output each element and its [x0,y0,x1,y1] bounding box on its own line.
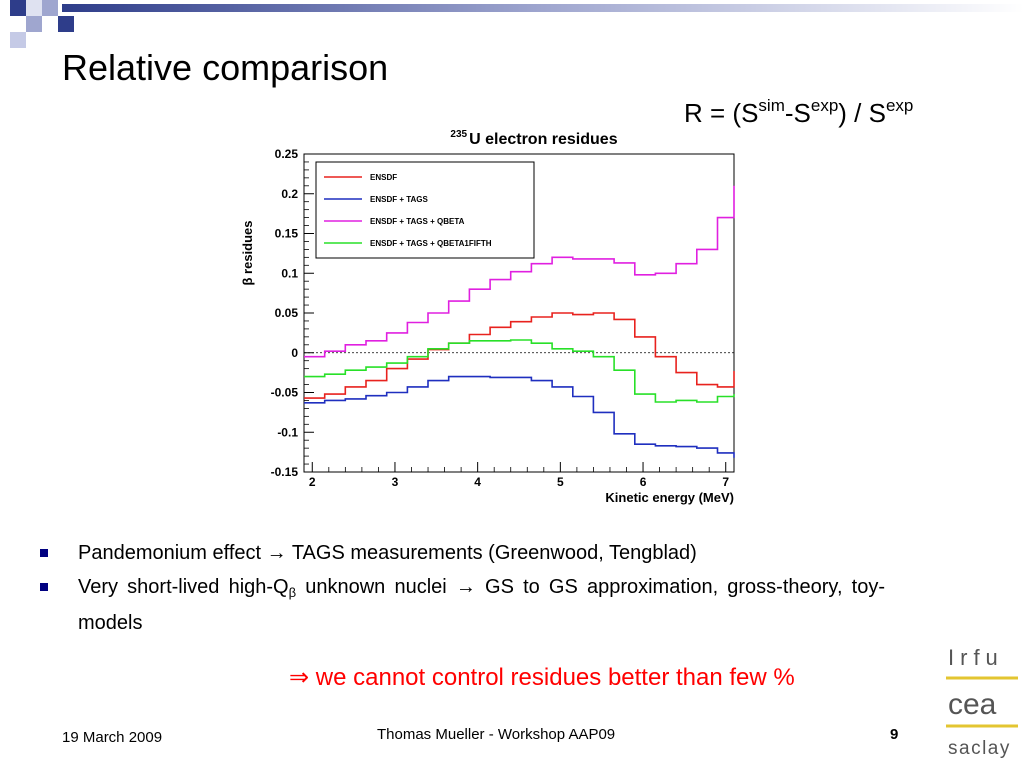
formula: R = (Ssim-Sexp) / Sexp [684,96,913,130]
series-line [304,339,735,403]
series-line [304,375,735,458]
decor-square [10,32,26,48]
formula-sup-exp-denominator: exp [885,96,914,115]
series-line [304,312,735,399]
bullet-item: Very short-lived high-Qβ unknown nuclei … [40,572,885,638]
y-tick-label: 0.2 [281,187,298,201]
x-tick-label: 2 [309,475,316,489]
beta-subscript: β [288,585,297,600]
formula-sup-sim: sim [758,96,785,115]
conclusion-text: ⇒ we cannot control residues better than… [289,664,795,691]
bullet-text: Very short-lived high-Q [78,576,289,598]
formula-sup-exp: exp [810,96,839,115]
legend-label: ENSDF + TAGS + QBETA [370,217,465,226]
x-tick-label: 6 [640,475,647,489]
y-tick-label: 0.1 [281,266,298,280]
y-tick-label: -0.05 [271,386,299,400]
title-rule [62,4,1024,12]
y-axis-label: β residues [240,220,255,285]
decor-square [42,0,58,16]
residues-chart: 235 U electron residues-0.15-0.1-0.0500.0… [240,129,735,505]
legend-box [315,161,535,259]
y-tick-label: -0.1 [277,425,298,439]
y-tick-label: 0.25 [275,147,299,161]
y-tick-label: 0 [291,346,298,360]
bullet-list: Pandemonium effect → TAGS measurements (… [40,538,885,638]
decor-square [26,0,42,16]
chart-title-superscript: 235 [450,129,467,140]
page-number: 9 [890,726,899,743]
logo-cea: cea [948,688,997,721]
x-tick-label: 7 [722,475,729,489]
formula-tail: ) / S [838,98,886,128]
x-axis-label: Kinetic energy (MeV) [605,490,734,505]
logo-irfu: Irfu [948,645,1004,670]
title-decoration [10,0,1024,48]
bullet-marker [40,549,48,557]
legend-label: ENSDF + TAGS [370,195,429,204]
decor-square [58,16,74,32]
footer-author: Thomas Mueller - Workshop AAP09 [377,726,616,743]
irfu-cea-saclay-logo: Irfu cea saclay [946,645,1018,759]
x-tick-label: 3 [392,475,399,489]
formula-lead: R = (S [684,98,759,128]
bullet-marker [40,583,48,591]
y-tick-label: -0.15 [271,465,299,479]
legend-label: ENSDF [370,173,397,182]
y-tick-label: 0.15 [275,227,299,241]
legend-label: ENSDF + TAGS + QBETA1FIFTH [370,239,492,248]
footer-date: 19 March 2009 [62,729,163,746]
series-line [304,185,735,358]
decor-square [10,0,26,16]
slide-title: Relative comparison [62,47,389,88]
chart-title: 235 U electron residues [450,129,617,148]
formula-mid: -S [784,98,811,128]
x-tick-label: 4 [474,475,481,489]
bullet-text-cont: unknown nuclei → GS to GS approximation,… [78,576,885,634]
decor-square [26,16,42,32]
chart-title-main: U electron residues [469,131,618,148]
x-tick-label: 5 [557,475,564,489]
logo-saclay: saclay [948,738,1011,759]
bullet-text: Pandemonium effect → TAGS measurements (… [78,542,697,564]
bullet-item: Pandemonium effect → TAGS measurements (… [40,538,885,568]
y-tick-label: 0.05 [275,306,299,320]
